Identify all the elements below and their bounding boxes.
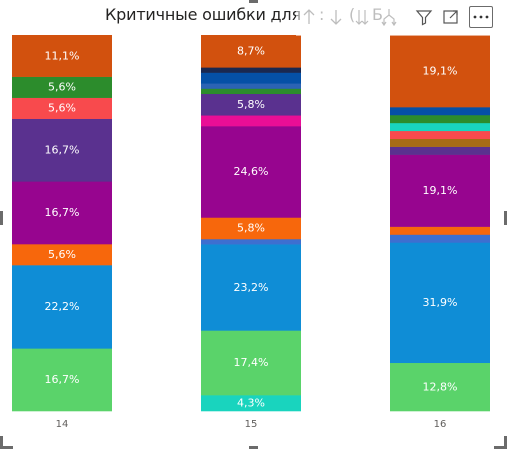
chart-title: Критичные ошибки для: [105, 5, 301, 24]
resize-handle-bottom-right-v[interactable]: [504, 436, 507, 449]
data-label-14-7: 11,1%: [45, 49, 80, 62]
segment-labels-group: 16,7% 22,2% 5,6% 16,7% 16,7% 5,6% 5,6% 11,1% 4,3…: [45, 45, 458, 410]
data-label-14-1: 22,2%: [45, 300, 80, 313]
resize-handle-top[interactable]: [249, 0, 258, 3]
bar-segment-14-5[interactable]: [12, 97, 112, 119]
bar-segment-14-6[interactable]: [12, 76, 112, 98]
chart-title-text: Критичные ошибки для: [105, 5, 301, 24]
bar-segment-16-7[interactable]: [390, 130, 490, 140]
data-label-16-1: 31,9%: [423, 296, 458, 309]
visual-header-toolbar: : ( Б: [296, 0, 507, 36]
bar-segment-16-9[interactable]: [390, 114, 490, 124]
x-tick-label-14: 14: [56, 419, 69, 430]
data-label-15-12: 8,7%: [237, 45, 265, 58]
bar-segment-16-11[interactable]: [390, 35, 490, 108]
data-label-15-7: 5,8%: [237, 98, 265, 111]
bar-segment-15-11[interactable]: [201, 67, 301, 73]
bar-segment-16-0[interactable]: [390, 362, 490, 412]
data-label-14-5: 5,6%: [48, 102, 76, 115]
bar-segment-14-2[interactable]: [12, 244, 112, 266]
bar-segment-16-5[interactable]: [390, 146, 490, 155]
bar-segment-14-7[interactable]: [12, 35, 112, 77]
bar-segment-16-6[interactable]: [390, 138, 490, 147]
data-label-14-0: 16,7%: [45, 373, 80, 386]
bar-segment-14-0[interactable]: [12, 348, 112, 412]
resize-handle-bottom-left-h[interactable]: [0, 446, 13, 449]
arrow-up-icon: [303, 9, 315, 24]
sort-ascending-button[interactable]: [298, 6, 320, 28]
bar-segment-16-4[interactable]: [390, 154, 490, 227]
data-label-16-0: 12,8%: [423, 380, 458, 393]
bar-segment-14-1[interactable]: [12, 265, 112, 349]
drill-down-button[interactable]: [351, 6, 373, 28]
bar-segment-15-2[interactable]: [201, 244, 301, 331]
ellipsis-icon: [473, 15, 489, 19]
funnel-icon: [415, 10, 433, 26]
bar-segment-15-1[interactable]: [201, 330, 301, 396]
bar-segment-15-10[interactable]: [201, 72, 301, 84]
filter-button[interactable]: [413, 6, 435, 28]
title-fragment-letter: Б: [372, 5, 383, 24]
arrow-down-icon: [330, 10, 342, 25]
bars-group: [12, 35, 490, 412]
bar-segment-15-3[interactable]: [201, 238, 301, 245]
data-label-15-2: 23,2%: [234, 281, 269, 294]
bar-segment-15-9[interactable]: [201, 83, 301, 89]
data-label-15-4: 5,8%: [237, 222, 265, 235]
resize-handle-left[interactable]: [0, 211, 3, 225]
expand-hierarchy-button[interactable]: [378, 6, 400, 28]
bar-segment-14-4[interactable]: [12, 118, 112, 182]
more-options-button[interactable]: [469, 6, 493, 28]
resize-handle-right[interactable]: [504, 211, 507, 225]
x-tick-label-15: 15: [245, 419, 258, 430]
data-label-15-0: 4,3%: [237, 397, 265, 410]
x-tick-label-16: 16: [434, 419, 447, 430]
bar-segment-15-12[interactable]: [201, 35, 301, 68]
sort-descending-button[interactable]: [325, 6, 347, 28]
bar-segment-15-5[interactable]: [201, 126, 301, 218]
double-arrow-down-icon: [355, 10, 369, 25]
bar-segment-16-2[interactable]: [390, 234, 490, 243]
resize-handle-bottom-left-v[interactable]: [0, 436, 3, 449]
data-label-14-2: 5,6%: [48, 248, 76, 261]
bar-segment-15-7[interactable]: [201, 93, 301, 116]
data-label-16-11: 19,1%: [423, 65, 458, 78]
bar-segment-15-4[interactable]: [201, 217, 301, 240]
data-label-14-4: 16,7%: [45, 144, 80, 157]
bar-segment-16-8[interactable]: [390, 122, 490, 132]
resize-handle-bottom[interactable]: [249, 446, 258, 449]
fork-arrow-down-icon: [381, 9, 397, 27]
data-label-15-1: 17,4%: [234, 356, 269, 369]
bar-segment-14-3[interactable]: [12, 181, 112, 245]
bar-segment-15-6[interactable]: [201, 115, 301, 127]
data-label-14-3: 16,7%: [45, 206, 80, 219]
bar-segment-16-3[interactable]: [390, 226, 490, 235]
bar-segment-15-0[interactable]: [201, 395, 301, 412]
data-label-14-6: 5,6%: [48, 81, 76, 94]
data-label-15-5: 24,6%: [234, 165, 269, 178]
bar-segment-16-1[interactable]: [390, 242, 490, 364]
title-fragment-paren: (: [349, 5, 356, 24]
bar-segment-15-8[interactable]: [201, 88, 301, 95]
title-fragment-colon: :: [319, 5, 325, 24]
x-axis-ticks: 14 15 16: [56, 419, 447, 430]
focus-mode-icon: [443, 10, 458, 24]
resize-handle-bottom-right-h[interactable]: [494, 446, 507, 449]
bar-segment-16-10[interactable]: [390, 107, 490, 116]
focus-mode-button[interactable]: [440, 6, 462, 28]
data-label-16-4: 19,1%: [423, 184, 458, 197]
